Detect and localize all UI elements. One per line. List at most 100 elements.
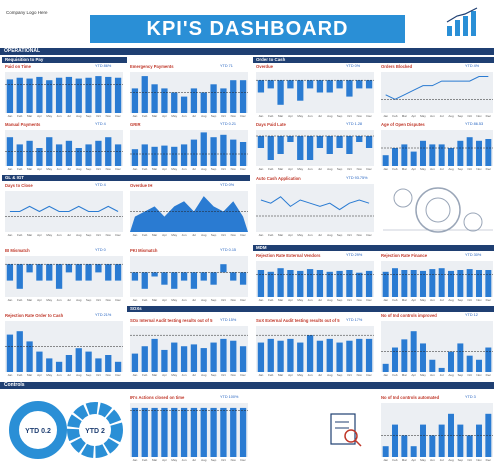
x-tick-label: Jan: [258, 373, 263, 377]
bar: [105, 264, 112, 281]
bar: [239, 272, 247, 285]
bar: [180, 96, 188, 113]
bar: [382, 363, 389, 372]
x-tick-label: Aug: [76, 114, 82, 118]
bar: [210, 272, 217, 285]
x-tick-label: Jun: [308, 298, 313, 302]
x-tick-label: Jul: [318, 298, 322, 302]
bar: [448, 148, 454, 166]
panel-title-ir_closed: IR's Actions closed on time: [130, 395, 185, 400]
bar: [210, 84, 217, 113]
x-tick-label: Nov: [231, 458, 237, 462]
x-tick-label: Apr: [37, 233, 42, 237]
x-tick-label: Jan: [7, 233, 12, 237]
bar: [401, 144, 408, 166]
bar: [429, 435, 436, 457]
bar: [46, 137, 53, 166]
bar: [114, 77, 122, 113]
x-tick-label: Jul: [192, 167, 196, 171]
x-tick-label: Oct: [221, 167, 226, 171]
bar: [356, 136, 363, 142]
x-tick-label: Aug: [201, 167, 207, 171]
x-tick-label: Dec: [366, 167, 372, 171]
x-tick-label: Feb: [17, 233, 23, 237]
plot-bg: [130, 130, 248, 166]
bar: [190, 139, 198, 166]
panel-ytd-overdue_ih: YTD 0%: [220, 183, 235, 187]
bar: [114, 361, 122, 372]
bar: [410, 270, 417, 297]
bar: [75, 78, 82, 113]
bar: [466, 137, 473, 166]
bar: [448, 270, 454, 297]
line-series: [9, 205, 119, 213]
x-tick-label: Sep: [337, 298, 343, 302]
x-tick-label: Mar: [152, 298, 157, 302]
bar: [114, 144, 122, 166]
x-tick-label: Jul: [318, 373, 322, 377]
bar: [161, 145, 168, 166]
x-tick-label: May: [420, 114, 426, 118]
panel-title-overdue: Overdue: [256, 64, 273, 69]
chart-rej_fin: Jan Feb Mar Apr May Jun Jul Aug Sep Oct Nov Dec: [381, 261, 493, 302]
bar: [6, 334, 14, 372]
bar: [485, 347, 492, 372]
x-tick-label: Feb: [142, 458, 148, 462]
x-tick-label: Sep: [211, 233, 217, 237]
x-tick-label: Feb: [17, 298, 23, 302]
plot-bg: [256, 72, 374, 113]
x-tick-label: Feb: [17, 114, 23, 118]
bar: [392, 268, 398, 297]
panel-title-paid_time: Paid on Time: [5, 64, 31, 69]
plot-bg: [5, 72, 123, 113]
bar: [85, 351, 92, 372]
x-tick-label: Feb: [142, 298, 148, 302]
x-tick-label: Aug: [201, 298, 207, 302]
x-tick-label: Apr: [162, 167, 167, 171]
bar: [16, 331, 23, 372]
bar: [382, 446, 389, 457]
bar: [151, 338, 158, 372]
bar: [239, 407, 247, 457]
bar: [457, 140, 464, 166]
bar: [190, 272, 198, 289]
bar: [267, 80, 274, 89]
x-tick-label: Dec: [115, 233, 121, 237]
company-logo: Company Logo Here: [6, 10, 48, 15]
bar: [336, 136, 343, 148]
bar: [95, 140, 102, 166]
bar: [200, 272, 207, 281]
bar: [190, 344, 198, 372]
x-tick-label: Apr: [288, 167, 293, 171]
chart-orders_blocked: Jan Feb Mar Apr May Jun Jul Aug Sep Oct Nov Dec: [381, 72, 493, 118]
header: Company Logo Here KPI'S DASHBOARD: [0, 0, 494, 48]
bar: [316, 136, 324, 148]
x-tick-label: Jul: [440, 298, 444, 302]
x-tick-label: Jun: [308, 233, 313, 237]
x-tick-label: Dec: [486, 373, 492, 377]
chart-rej_cash: Jan Feb Mar Apr May Jun Jul Aug Sep Oct Nov Dec: [5, 321, 123, 377]
panel-title-auto_cash: Auto Cash Application: [256, 176, 301, 181]
bar: [429, 359, 436, 372]
x-tick-label: Sep: [458, 114, 464, 118]
x-tick-label: Aug: [327, 233, 333, 237]
subsection-requisition: Requisition to Pay: [2, 57, 127, 63]
panel-ytd-overdue: YTD 0%: [346, 64, 361, 68]
chart-days_close: Jan Feb Mar Apr May Jun Jul Aug Sep Oct Nov Dec: [5, 191, 123, 237]
x-tick-label: Jun: [182, 114, 187, 118]
bar: [346, 80, 353, 97]
x-tick-label: Nov: [106, 298, 112, 302]
plot-bg: [256, 326, 374, 372]
chart-kc_improved: Jan Feb Mar Apr May Jun Jul Aug Sep Oct Nov Dec: [381, 321, 493, 377]
x-tick-label: Dec: [240, 298, 246, 302]
x-tick-label: Jan: [132, 458, 137, 462]
x-tick-label: Mar: [152, 373, 157, 377]
x-tick-label: Nov: [357, 167, 363, 171]
x-tick-label: Nov: [106, 233, 112, 237]
bar: [105, 76, 112, 113]
panel-ytd-emergency: YTD 71: [220, 64, 233, 68]
bar: [438, 367, 445, 372]
bar: [220, 88, 227, 113]
x-tick-label: Oct: [96, 114, 101, 118]
bar: [287, 338, 294, 372]
